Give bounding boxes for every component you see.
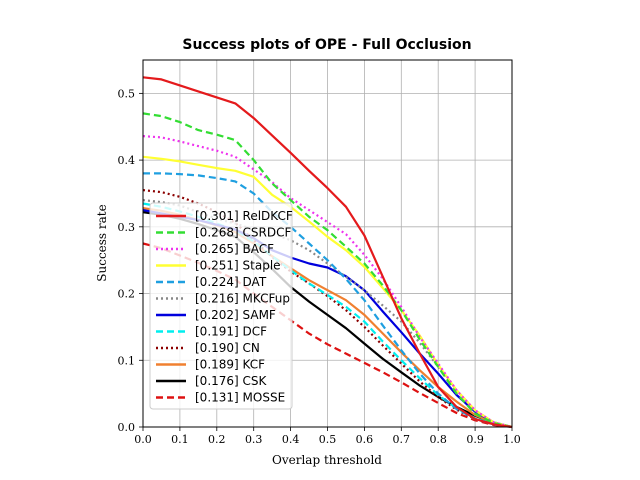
chart-title: Success plots of OPE - Full Occlusion [182, 37, 471, 53]
x-tick-label: 0.4 [282, 433, 300, 446]
x-tick-label: 0.3 [245, 433, 263, 446]
x-tick-label: 0.8 [429, 433, 447, 446]
legend-entry-label: [0.268] CSRDCF [195, 226, 291, 240]
legend-entry-label: [0.301] RelDKCF [195, 209, 293, 223]
series-line-2 [142, 135, 513, 429]
x-tick-label: 0.9 [466, 433, 484, 446]
legend-entry-label: [0.251] Staple [195, 259, 281, 273]
series-line-7 [142, 202, 513, 429]
series-line-11 [142, 242, 513, 429]
legend: [0.301] RelDKCF [0.268] CSRDCF [0.265] BAC… [149, 202, 293, 410]
x-tick-label: 0.1 [171, 433, 189, 446]
legend-entry-label: [0.190] CN [195, 341, 260, 355]
legend-box [149, 202, 293, 410]
series-line-0 [142, 76, 513, 429]
x-tick-label: 0.5 [319, 433, 337, 446]
x-tick-label: 0.2 [208, 433, 226, 446]
y-tick-label: 0.3 [118, 221, 136, 234]
legend-entry-label: [0.191] DCF [195, 325, 267, 339]
y-tick-label: 0.5 [118, 87, 136, 100]
legend-entry-label: [0.189] KCF [195, 358, 265, 372]
x-tick-label: 0.0 [134, 433, 152, 446]
legend-entry-label: [0.265] BACF [195, 242, 274, 256]
y-tick-label: 0.0 [118, 421, 136, 434]
series-line-4 [143, 172, 513, 429]
x-tick-label: 0.6 [356, 433, 374, 446]
y-tick-label: 0.1 [118, 354, 136, 367]
legend-entry-label: [0.176] CSK [195, 374, 268, 388]
legend-entry-label: [0.224] DAT [195, 275, 267, 289]
legend-entry-label: [0.202] SAMF [195, 308, 276, 322]
series-line-1 [142, 112, 513, 429]
series-line-8 [142, 189, 513, 429]
axis-ticks: 0.0 0.1 0.2 0.3 0.4 0.5 0.6 0.7 0.8 0.9 1.0 0.0 0.1 0… [118, 87, 521, 446]
y-tick-label: 0.4 [118, 154, 136, 167]
x-axis-label: Overlap threshold [272, 453, 382, 467]
legend-entry-label: [0.131] MOSSE [195, 391, 285, 405]
x-tick-label: 1.0 [503, 433, 521, 446]
x-tick-label: 0.7 [393, 433, 411, 446]
y-tick-label: 0.2 [118, 288, 136, 301]
y-axis-label: Success rate [95, 204, 109, 281]
legend-entry-label: [0.216] MKCFup [195, 292, 290, 306]
